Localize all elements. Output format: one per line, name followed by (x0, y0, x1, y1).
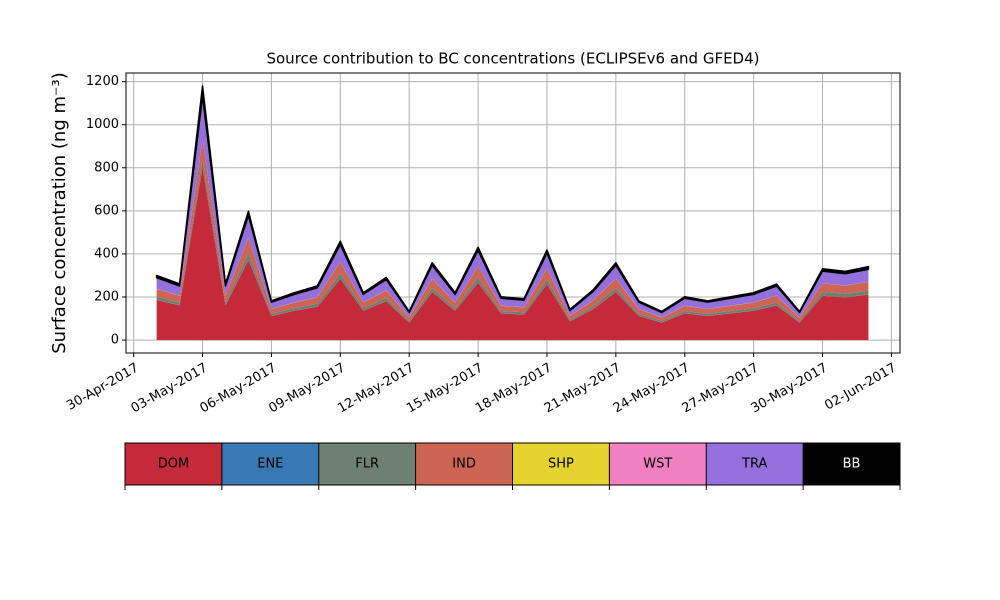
legend-swatch (706, 443, 804, 485)
legend-swatch (221, 443, 319, 485)
y-tick-label: 200 (94, 290, 119, 305)
x-tick-label: 02-Jun-2017 (822, 361, 899, 414)
y-tick-label: 1000 (86, 117, 119, 132)
x-tick-label: 12-May-2017 (335, 361, 417, 417)
area-3 (156, 139, 869, 321)
area-6 (156, 96, 869, 318)
y-tick-label: 1200 (86, 74, 119, 89)
legend-swatch (125, 443, 222, 485)
x-tick-label: 15-May-2017 (404, 361, 486, 417)
legend-label: TRA (741, 457, 767, 472)
y-axis-label: Surface concentration (ng m⁻³) (49, 72, 70, 354)
x-tick-label: 09-May-2017 (266, 361, 348, 417)
x-tick-label: 30-May-2017 (749, 361, 831, 417)
legend-label: SHP (548, 457, 574, 472)
legend-label: IND (452, 457, 476, 472)
x-tick-label: 21-May-2017 (542, 361, 624, 417)
area-2 (156, 158, 869, 323)
x-tick-label: 18-May-2017 (473, 361, 555, 417)
chart-title: Source contribution to BC concentrations… (266, 50, 759, 68)
legend-swatch (609, 443, 707, 485)
area-7 (155, 85, 870, 314)
y-tick-label: 400 (94, 246, 119, 261)
legend-frame (124, 442, 901, 486)
x-tick-label: 03-May-2017 (129, 361, 211, 417)
legend-label: ENE (257, 457, 283, 472)
legend-swatch (318, 443, 416, 485)
legend-label: DOM (158, 457, 189, 472)
x-tick-label: 27-May-2017 (680, 361, 762, 417)
legend-swatch (803, 443, 900, 485)
y-tick-label: 600 (94, 203, 119, 218)
y-tick-label: 0 (111, 333, 119, 348)
legend-label: FLR (355, 457, 379, 472)
legend-label: BB (843, 457, 861, 472)
x-tick-label: 06-May-2017 (197, 361, 279, 417)
plot-frame (125, 72, 901, 354)
legend-swatch (415, 443, 513, 485)
legend-label: WST (643, 457, 672, 472)
y-tick-label: 800 (94, 160, 119, 175)
area-0 (156, 167, 869, 341)
legend-swatch (512, 443, 610, 485)
x-tick-label: 24-May-2017 (611, 361, 693, 417)
